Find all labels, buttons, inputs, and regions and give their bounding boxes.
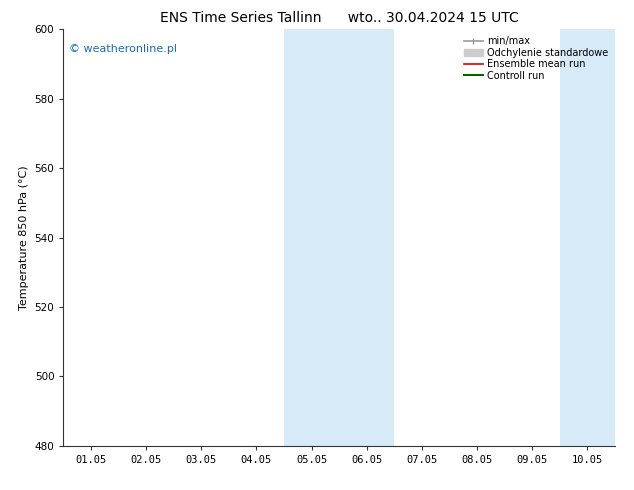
Legend: min/max, Odchylenie standardowe, Ensemble mean run, Controll run: min/max, Odchylenie standardowe, Ensembl… (462, 34, 610, 82)
Text: © weatheronline.pl: © weatheronline.pl (69, 44, 177, 54)
Title: ENS Time Series Tallinn      wto.. 30.04.2024 15 UTC: ENS Time Series Tallinn wto.. 30.04.2024… (160, 11, 519, 25)
Bar (560, 29, 615, 446)
Y-axis label: Temperature 850 hPa (°C): Temperature 850 hPa (°C) (19, 165, 29, 310)
Bar (284, 29, 394, 446)
